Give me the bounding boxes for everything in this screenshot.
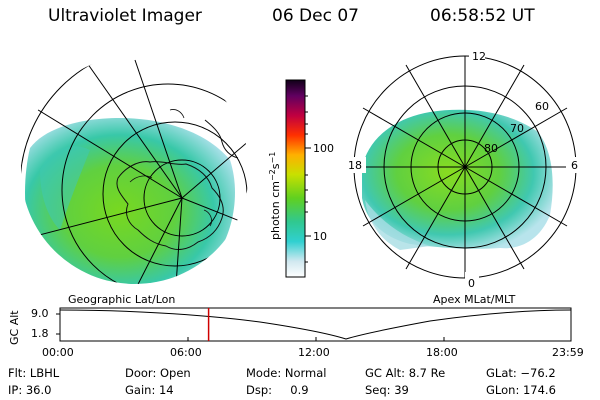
mlat-label-70: 70 — [510, 122, 524, 135]
info-filter: Flt: LBHL — [8, 366, 60, 380]
observation-time: 06:58:52 UT — [430, 6, 535, 26]
observation-date: 06 Dec 07 — [272, 6, 359, 26]
mlt-label-6: 6 — [571, 159, 578, 172]
timeline-x-tick-2359: 23:59 — [552, 346, 584, 359]
info-door: Door: Open — [125, 366, 191, 380]
left-panel-caption: Geographic Lat/Lon — [68, 293, 176, 306]
mlt-label-18: 18 — [348, 159, 362, 172]
timeline-x-tick-1800: 18:00 — [426, 346, 458, 359]
colorbar-tick-100: 100 — [313, 142, 334, 155]
geographic-image — [21, 56, 249, 284]
altitude-timeline — [56, 307, 572, 342]
info-seq: Seq: 39 — [365, 383, 409, 397]
colorbar-tick-10: 10 — [313, 230, 327, 243]
info-dsp: Dsp: 0.9 — [246, 383, 309, 397]
timeline-x-tick-0000: 00:00 — [42, 346, 74, 359]
altitude-curve — [59, 309, 572, 340]
timeline-y-tick-9: 9.0 — [31, 307, 49, 320]
colorbar-label: photon cm−2s−1 — [268, 152, 282, 240]
mlat-label-60: 60 — [535, 100, 549, 113]
timeline-y-tick-1: 1.8 — [31, 327, 49, 340]
info-mode: Mode: Normal — [246, 366, 327, 380]
mlt-label-12: 12 — [472, 50, 486, 63]
timeline-x-tick-1200: 12:00 — [298, 346, 330, 359]
intensity-colorbar: 100 10 photon cm−2s−1 — [268, 79, 334, 278]
instrument-title: Ultraviolet Imager — [48, 6, 202, 26]
info-gain: Gain: 14 — [125, 383, 174, 397]
timeline-y-axis-label: GC Alt — [8, 310, 21, 345]
info-gc-alt: GC Alt: 8.7 Re — [365, 366, 446, 380]
info-ip: IP: 36.0 — [8, 383, 52, 397]
timeline-x-tick-0600: 06:00 — [170, 346, 202, 359]
magnetic-polar-image: 12 0 18 6 80 70 60 — [346, 48, 580, 290]
right-panel-caption: Apex MLat/MLT — [433, 293, 516, 306]
mlt-label-0: 0 — [468, 277, 475, 290]
mlat-label-80: 80 — [484, 142, 498, 155]
info-glat: GLat: −76.2 — [486, 366, 556, 380]
info-glon: GLon: 174.6 — [486, 383, 556, 397]
